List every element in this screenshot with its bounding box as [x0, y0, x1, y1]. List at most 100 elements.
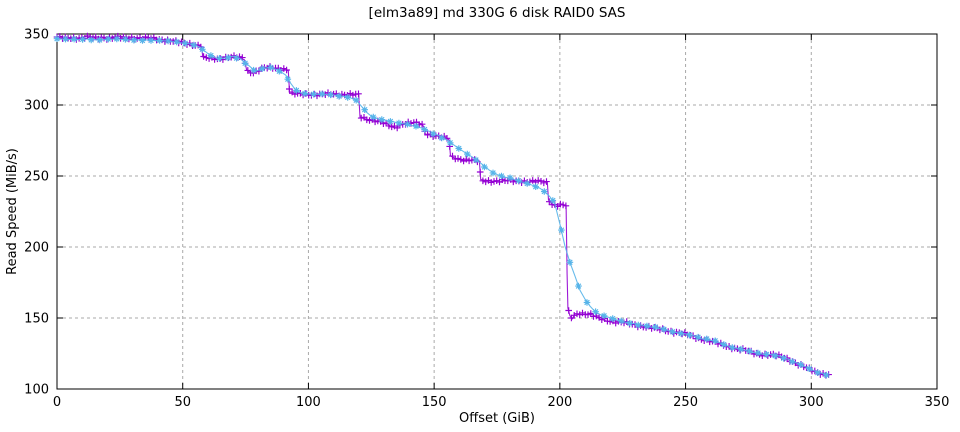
x-tick-label: 0 [53, 395, 61, 410]
asterisk-marker [737, 345, 745, 353]
asterisk-marker [207, 52, 215, 59]
y-tick-label: 300 [24, 99, 49, 114]
y-tick-label: 100 [24, 383, 49, 398]
x-tick-label: 250 [673, 395, 698, 410]
asterisk-marker [301, 90, 309, 97]
asterisk-marker [523, 180, 531, 187]
asterisk-marker [147, 37, 155, 44]
asterisk-marker [566, 259, 574, 266]
asterisk-marker [797, 361, 804, 368]
asterisk-marker [164, 37, 172, 45]
asterisk-marker [190, 41, 198, 49]
asterisk-marker [788, 358, 796, 365]
y-tick-label: 150 [24, 312, 49, 327]
plus-marker [565, 307, 572, 314]
plus-marker [562, 202, 570, 210]
y-tick-label: 200 [24, 241, 49, 256]
asterisk-marker [481, 163, 488, 171]
asterisk-marker [823, 371, 830, 379]
asterisk-marker [233, 54, 240, 62]
asterisk-marker [729, 344, 736, 351]
asterisk-marker [387, 118, 394, 125]
asterisk-marker [429, 130, 437, 138]
asterisk-marker [250, 66, 257, 74]
plus-marker [570, 312, 578, 319]
plus-marker [355, 90, 362, 98]
asterisk-marker [694, 333, 702, 341]
data-series [53, 32, 832, 379]
asterisk-marker [746, 347, 753, 355]
x-tick-label: 150 [422, 395, 447, 410]
asterisk-marker [643, 322, 651, 330]
grid-lines [57, 34, 937, 389]
plus-marker [559, 201, 567, 209]
plus-marker [543, 178, 550, 185]
asterisk-marker [660, 326, 668, 333]
plus-marker [476, 168, 484, 176]
asterisk-marker [600, 312, 608, 320]
asterisk-marker [558, 226, 565, 234]
plus-marker [584, 311, 592, 318]
asterisk-marker [489, 169, 497, 177]
asterisk-marker [404, 120, 411, 128]
asterisk-marker [583, 299, 591, 306]
asterisk-marker [438, 134, 445, 142]
asterisk-marker [575, 282, 582, 290]
plus-marker [534, 177, 542, 184]
asterisk-marker [609, 315, 616, 322]
asterisk-marker [293, 87, 300, 94]
asterisk-marker [720, 341, 728, 348]
asterisk-marker [541, 188, 548, 195]
plus-marker [418, 120, 426, 128]
plus-marker [357, 114, 365, 122]
asterisk-marker [498, 172, 505, 180]
asterisk-marker [686, 331, 693, 339]
asterisk-marker [814, 369, 822, 376]
asterisk-marker [421, 126, 428, 133]
asterisk-marker [472, 156, 480, 164]
x-axis-label: Offset (GiB) [459, 411, 535, 426]
asterisk-marker [361, 106, 368, 113]
plus-marker [424, 131, 431, 139]
x-tick-label: 200 [547, 395, 572, 410]
asterisk-marker [344, 94, 351, 101]
series-raw-read-speed-purple-plus [53, 32, 832, 379]
asterisk-marker [652, 323, 659, 331]
asterisk-marker [617, 317, 625, 325]
asterisk-marker [549, 197, 557, 204]
asterisk-marker [241, 60, 249, 67]
asterisk-marker [378, 116, 386, 123]
plus-marker [465, 157, 473, 165]
asterisk-marker [62, 35, 69, 43]
asterisk-marker [276, 67, 283, 75]
asterisk-marker [515, 177, 522, 184]
asterisk-marker [395, 119, 403, 127]
asterisk-marker [763, 351, 770, 358]
asterisk-marker [96, 36, 103, 44]
plus-marker [463, 155, 470, 163]
asterisk-marker [677, 330, 685, 337]
plus-marker [84, 32, 91, 40]
asterisk-marker [310, 90, 317, 98]
asterisk-marker [771, 352, 779, 360]
asterisk-marker [352, 96, 360, 104]
asterisk-marker [370, 113, 377, 121]
plus-marker [449, 152, 456, 160]
y-tick-label: 250 [24, 170, 49, 185]
asterisk-marker [532, 183, 539, 190]
y-tick-label: 350 [24, 28, 49, 43]
plus-marker [142, 33, 149, 41]
x-tick-label: 50 [174, 395, 191, 410]
asterisk-marker [327, 91, 334, 99]
plus-marker [487, 179, 495, 186]
asterisk-marker [173, 38, 180, 46]
asterisk-marker [267, 64, 274, 71]
asterisk-marker [592, 308, 599, 315]
asterisk-marker [506, 174, 514, 182]
asterisk-marker [139, 37, 146, 44]
asterisk-marker [156, 37, 163, 44]
asterisk-marker [780, 355, 787, 362]
plus-marker [286, 85, 293, 93]
